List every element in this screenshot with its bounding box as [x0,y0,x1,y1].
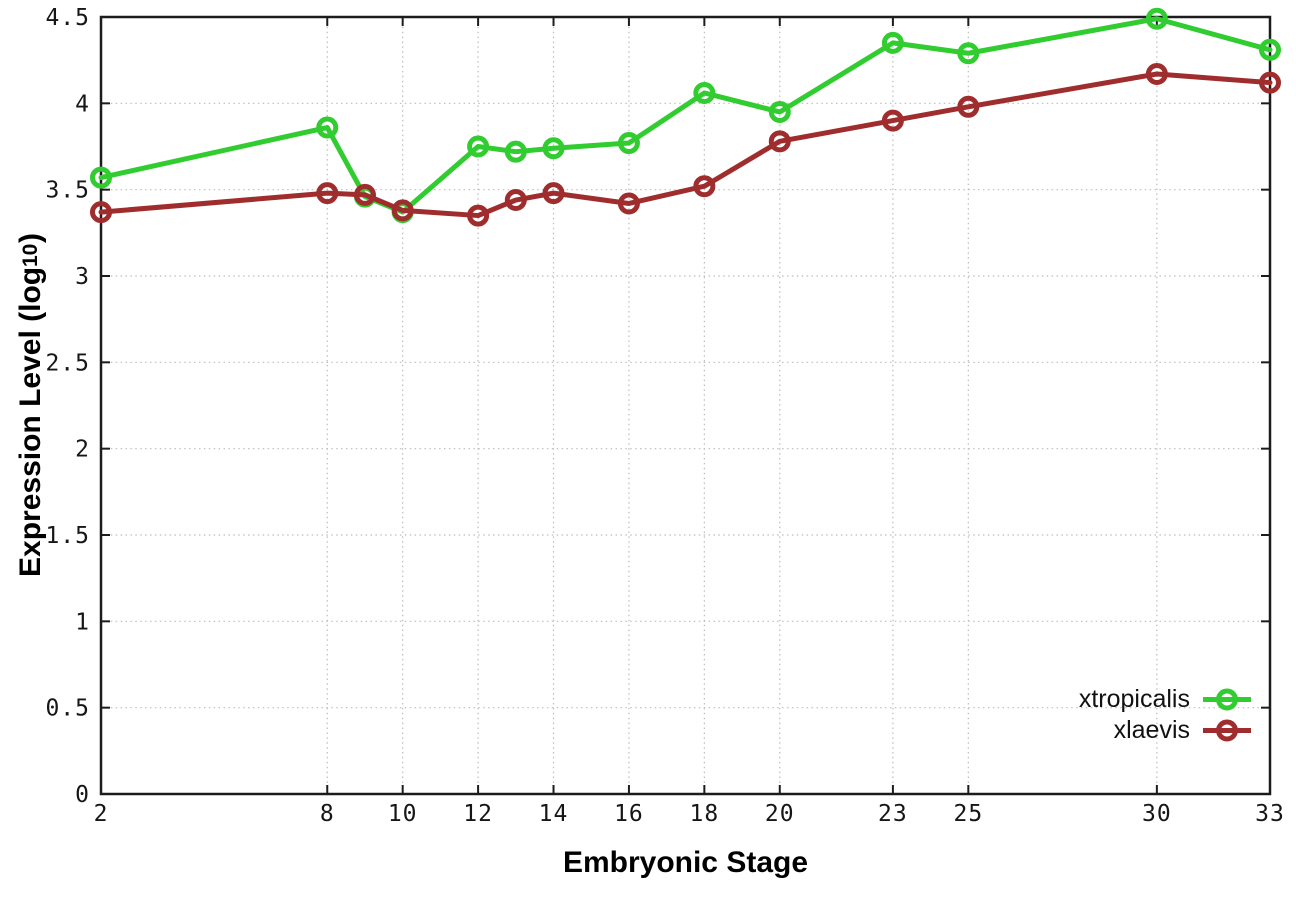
x-axis-title: Embryonic Stage [562,846,809,879]
y-tick-label: 1 [75,609,90,635]
legend-item-xtropicalis: xtropicalis [1078,685,1252,713]
data-point-xlaevis [957,95,980,118]
data-point-xtropicalis [90,166,112,189]
data-point-xlaevis [467,204,490,227]
y-tick-label: 2.5 [45,350,90,376]
x-tick-label: 18 [690,801,720,827]
data-point-xlaevis [316,182,339,205]
legend-marker-xtropicalis-icon [1203,688,1251,711]
data-point-xtropicalis [542,137,565,160]
x-tick-label: 30 [1142,801,1172,827]
y-axis-title-text: Expression Level (log [14,266,47,577]
data-point-xlaevis [617,192,640,215]
data-point-xtropicalis [881,31,904,54]
x-tick-label: 23 [878,801,908,827]
data-point-xlaevis [353,183,376,206]
data-point-xtropicalis [467,135,490,158]
x-tick-label: 14 [539,801,569,827]
grid-layer [101,17,1270,794]
legend-marker-xlaevis-icon [1203,719,1251,742]
y-tick-label: 4.5 [45,5,90,31]
data-point-xtropicalis [504,140,527,163]
data-point-xtropicalis [316,116,339,139]
data-point-xlaevis [881,109,904,132]
axis-border-layer [99,15,1272,796]
data-point-xlaevis [504,189,527,212]
data-point-xlaevis [542,182,565,205]
data-point-xlaevis [1259,71,1281,94]
data-point-xlaevis [391,199,414,222]
legend-label-xlaevis: xlaevis [1113,716,1190,744]
y-axis-title-subscript: 10 [19,243,42,267]
plot-border [99,15,1272,796]
data-point-xtropicalis [693,81,716,104]
legend-item-xlaevis: xlaevis [1113,716,1252,744]
x-tick-label: 20 [765,801,795,827]
data-point-xlaevis [768,130,791,153]
y-tick-label: 3.5 [45,178,90,204]
y-tick-label: 0.5 [45,696,90,722]
data-point-xtropicalis [1259,38,1281,61]
x-tick-label: 33 [1255,801,1285,827]
y-tick-label: 2 [75,437,90,463]
data-point-xlaevis [693,175,716,198]
series-line-xlaevis [98,71,1273,219]
legend-label-xtropicalis: xtropicalis [1078,685,1190,713]
x-tick-label: 8 [320,801,335,827]
data-point-xtropicalis [768,100,791,123]
x-tick-label: 2 [94,801,109,827]
legend: xtropicalis xlaevis [1078,685,1252,744]
y-axis-title-close: ) [14,233,47,244]
data-point-xtropicalis [617,132,640,155]
data-point-xtropicalis [1145,7,1168,30]
x-tick-label: 16 [614,801,644,827]
tick-labels-layer: 2 8 10 12 14 16 18 20 23 25 30 33 0 0.5 1 1.5 2 2.5 3 3.5 4 4… [45,5,1285,827]
x-tick-label: 25 [953,801,983,827]
y-axis-title: Expression Level (log 10) [8,0,54,810]
y-tick-label: 3 [75,264,90,290]
y-tick-label: 0 [75,782,90,808]
series-line-xtropicalis [98,16,1273,215]
data-point-xlaevis [1145,62,1168,85]
x-tick-label: 10 [388,801,418,827]
data-point-xlaevis [90,201,112,224]
y-tick-label: 1.5 [45,523,90,549]
series-layer [90,7,1281,227]
x-tick-label: 12 [463,801,493,827]
data-point-xtropicalis [957,42,980,65]
y-tick-label: 4 [75,91,90,117]
